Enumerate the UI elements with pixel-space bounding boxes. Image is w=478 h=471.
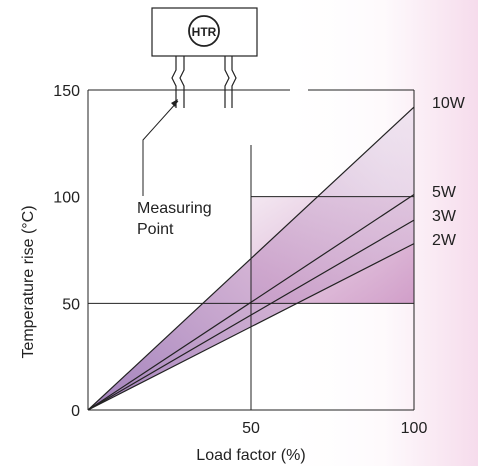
series-label-3w: 3W (432, 208, 457, 225)
series-line-2w (87, 243, 415, 411)
arrow-head-icon (171, 99, 178, 107)
x-axis-label: Load factor (%) (196, 447, 305, 464)
y-tick-label-100: 100 (53, 190, 80, 207)
y-axis-label: Temperature rise (°C) (20, 205, 37, 358)
y-tick-label-50: 50 (62, 296, 80, 313)
htr-logo-text: HTR (192, 25, 217, 39)
x-tick-label-100: 100 (401, 420, 428, 437)
series-label-5w: 5W (432, 184, 457, 201)
series-label-2w: 2W (432, 232, 457, 249)
y-tick-label-150: 150 (53, 83, 80, 100)
measuring-point-label-line2: Point (137, 221, 174, 238)
x-tick-label-50: 50 (242, 420, 260, 437)
resistor-component-icon: HTR (151, 7, 258, 108)
measuring-point-label-line1: Measuring (137, 200, 212, 217)
htr-logo-icon (188, 15, 220, 47)
series-line-3w (87, 219, 415, 411)
y-tick-label-0: 0 (71, 403, 80, 420)
measuring-point-arrow (142, 100, 179, 196)
series-label-10w: 10W (432, 95, 466, 112)
series-line-10w (87, 106, 415, 411)
series-line-5w (87, 194, 415, 411)
